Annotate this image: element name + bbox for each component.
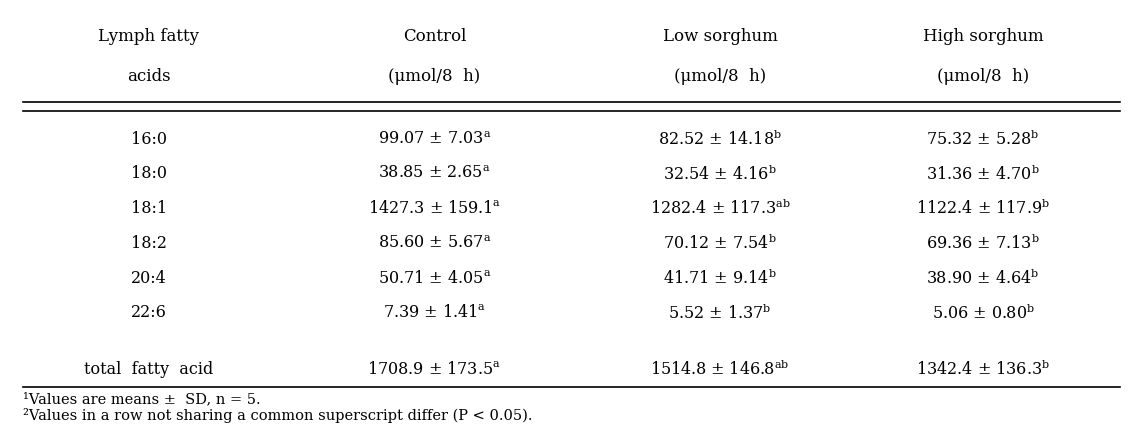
Text: 16:0: 16:0 (130, 130, 167, 147)
Text: 85.60 ± 5.67$^{\mathregular{a}}$: 85.60 ± 5.67$^{\mathregular{a}}$ (377, 235, 491, 252)
Text: total  fatty  acid: total fatty acid (83, 361, 214, 378)
Text: 99.07 ± 7.03$^{\mathregular{a}}$: 99.07 ± 7.03$^{\mathregular{a}}$ (377, 130, 491, 147)
Text: Control: Control (402, 28, 466, 45)
Text: 38.85 ± 2.65$^{\mathregular{a}}$: 38.85 ± 2.65$^{\mathregular{a}}$ (378, 165, 490, 182)
Text: 18:2: 18:2 (130, 235, 167, 252)
Text: Lymph fatty: Lymph fatty (98, 28, 199, 45)
Text: (μmol/8  h): (μmol/8 h) (389, 68, 480, 85)
Text: 75.32 ± 5.28$^{\mathregular{b}}$: 75.32 ± 5.28$^{\mathregular{b}}$ (926, 129, 1040, 149)
Text: 31.36 ± 4.70$^{\mathregular{b}}$: 31.36 ± 4.70$^{\mathregular{b}}$ (926, 164, 1040, 184)
Text: 1122.4 ± 117.9$^{\mathregular{b}}$: 1122.4 ± 117.9$^{\mathregular{b}}$ (916, 199, 1050, 218)
Text: 5.52 ± 1.37$^{\mathregular{b}}$: 5.52 ± 1.37$^{\mathregular{b}}$ (669, 303, 772, 323)
Text: 32.54 ± 4.16$^{\mathregular{b}}$: 32.54 ± 4.16$^{\mathregular{b}}$ (663, 164, 777, 184)
Text: ¹Values are means ±  SD, n = 5.: ¹Values are means ± SD, n = 5. (23, 392, 261, 406)
Text: 50.71 ± 4.05$^{\mathregular{a}}$: 50.71 ± 4.05$^{\mathregular{a}}$ (377, 270, 491, 287)
Text: 20:4: 20:4 (130, 270, 167, 287)
Text: 22:6: 22:6 (130, 304, 167, 321)
Text: Low sorghum: Low sorghum (663, 28, 777, 45)
Text: 7.39 ± 1.41$^{\mathregular{a}}$: 7.39 ± 1.41$^{\mathregular{a}}$ (383, 304, 486, 321)
Text: (μmol/8  h): (μmol/8 h) (674, 68, 766, 85)
Text: (μmol/8  h): (μmol/8 h) (937, 68, 1029, 85)
Text: 70.12 ± 7.54$^{\mathregular{b}}$: 70.12 ± 7.54$^{\mathregular{b}}$ (663, 234, 777, 253)
Text: 1514.8 ± 146.8$^{\mathregular{ab}}$: 1514.8 ± 146.8$^{\mathregular{ab}}$ (650, 360, 790, 380)
Text: ²Values in a row not sharing a common superscript differ (P < 0.05).: ²Values in a row not sharing a common su… (23, 408, 533, 423)
Text: 1708.9 ± 173.5$^{\mathregular{a}}$: 1708.9 ± 173.5$^{\mathregular{a}}$ (367, 361, 502, 378)
Text: High sorghum: High sorghum (922, 28, 1044, 45)
Text: 5.06 ± 0.80$^{\mathregular{b}}$: 5.06 ± 0.80$^{\mathregular{b}}$ (932, 303, 1034, 323)
Text: 18:0: 18:0 (130, 165, 167, 182)
Text: 1427.3 ± 159.1$^{\mathregular{a}}$: 1427.3 ± 159.1$^{\mathregular{a}}$ (368, 200, 501, 217)
Text: 69.36 ± 7.13$^{\mathregular{b}}$: 69.36 ± 7.13$^{\mathregular{b}}$ (926, 234, 1040, 253)
Text: 1342.4 ± 136.3$^{\mathregular{b}}$: 1342.4 ± 136.3$^{\mathregular{b}}$ (916, 360, 1050, 380)
Text: 41.71 ± 9.14$^{\mathregular{b}}$: 41.71 ± 9.14$^{\mathregular{b}}$ (663, 269, 777, 288)
Text: acids: acids (127, 68, 170, 85)
Text: 82.52 ± 14.18$^{\mathregular{b}}$: 82.52 ± 14.18$^{\mathregular{b}}$ (658, 129, 782, 149)
Text: 38.90 ± 4.64$^{\mathregular{b}}$: 38.90 ± 4.64$^{\mathregular{b}}$ (926, 269, 1040, 288)
Text: 18:1: 18:1 (130, 200, 167, 217)
Text: 1282.4 ± 117.3$^{\mathregular{ab}}$: 1282.4 ± 117.3$^{\mathregular{ab}}$ (649, 199, 791, 218)
